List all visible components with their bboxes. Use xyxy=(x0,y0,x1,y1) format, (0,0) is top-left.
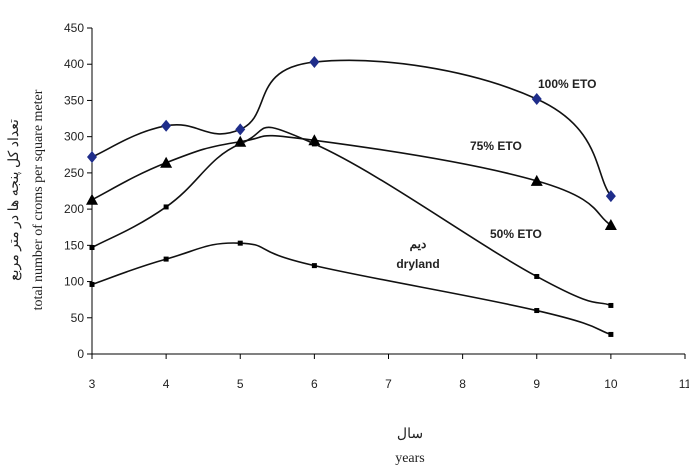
x-tick-label: 5 xyxy=(237,377,244,391)
data-point xyxy=(531,92,542,105)
data-point xyxy=(534,273,540,279)
data-point xyxy=(237,141,243,147)
series-lines xyxy=(86,56,617,337)
x-tick-label: 6 xyxy=(311,377,318,391)
data-point xyxy=(160,156,173,168)
data-point xyxy=(530,174,543,186)
x-tick-label: 10 xyxy=(604,377,618,391)
series-label-fa-3: دیم xyxy=(410,237,427,252)
series-label-1: 75% ETO xyxy=(470,139,522,153)
data-point xyxy=(89,281,95,287)
series-label-3: dryland xyxy=(396,257,439,271)
data-point xyxy=(608,331,614,337)
y-axis: 0 50 100 150 200 250 300 350 400 450 xyxy=(64,21,93,361)
data-point xyxy=(237,240,243,246)
y-tick-label: 100 xyxy=(64,275,84,289)
x-axis-title-fa: سال xyxy=(397,427,423,442)
y-tick-label: 300 xyxy=(64,130,84,144)
y-tick-label: 150 xyxy=(64,238,84,252)
y-axis-title-fa: تعداد کل پنجه ها در متر مربع xyxy=(7,119,22,281)
x-tick-label: 9 xyxy=(533,377,540,391)
series-labels: 100% ETO 75% ETO 50% ETO dryland دیم xyxy=(396,77,596,271)
y-tick-label: 350 xyxy=(64,93,84,107)
y-tick-label: 0 xyxy=(77,347,84,361)
data-point xyxy=(605,190,616,203)
y-tick-label: 200 xyxy=(64,202,84,216)
x-tick-label: 7 xyxy=(385,377,392,391)
y-tick-label: 50 xyxy=(71,311,85,325)
x-tick-label: 4 xyxy=(163,377,170,391)
data-point xyxy=(87,150,97,163)
series-label-0: 100% ETO xyxy=(538,77,596,91)
y-tick-label: 450 xyxy=(64,21,84,35)
data-point xyxy=(86,193,98,205)
series-label-2: 50% ETO xyxy=(490,227,542,241)
data-point xyxy=(608,302,614,308)
y-tick-label: 400 xyxy=(64,57,84,71)
data-point xyxy=(311,263,317,269)
data-point xyxy=(604,219,617,231)
y-tick-label: 250 xyxy=(64,166,84,180)
data-point xyxy=(534,308,540,314)
x-tick-label: 8 xyxy=(459,377,466,391)
data-point xyxy=(235,123,246,136)
data-point xyxy=(234,135,247,147)
data-point xyxy=(163,256,169,262)
data-point xyxy=(311,141,317,147)
x-tick-label: 3 xyxy=(89,377,96,391)
data-point xyxy=(89,245,95,251)
data-point xyxy=(161,119,172,132)
data-point xyxy=(309,56,320,69)
x-tick-label: 11 xyxy=(679,377,689,391)
x-axis-title: years xyxy=(395,451,425,466)
x-axis: 3 4 5 6 7 8 9 10 11 xyxy=(89,353,689,391)
y-axis-title: total number of croms per square meter xyxy=(31,89,46,310)
data-point xyxy=(163,204,169,210)
